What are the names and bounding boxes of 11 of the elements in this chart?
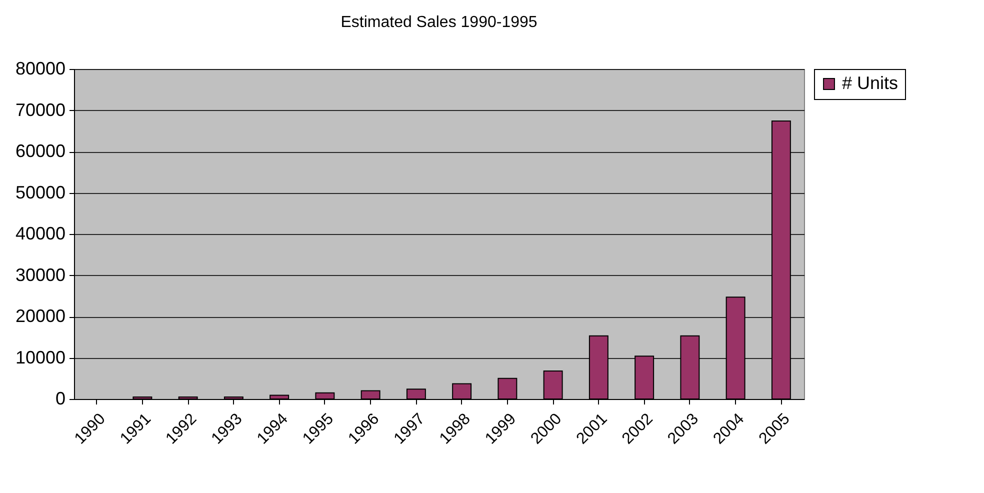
y-tick-label: 40000 [15, 224, 66, 244]
y-tick-label: 60000 [15, 141, 66, 161]
y-tick-label: 50000 [15, 182, 66, 202]
y-tick-label: 80000 [15, 58, 66, 78]
y-tick-label: 10000 [15, 347, 66, 368]
y-tick-label: 30000 [15, 264, 66, 285]
legend-label: # Units [842, 73, 898, 93]
chart-title: Estimated Sales 1990-1995 [340, 14, 538, 31]
y-tick-label: 0 [55, 388, 66, 408]
y-tick-label: 70000 [15, 100, 66, 120]
y-tick-label: 20000 [15, 306, 66, 326]
